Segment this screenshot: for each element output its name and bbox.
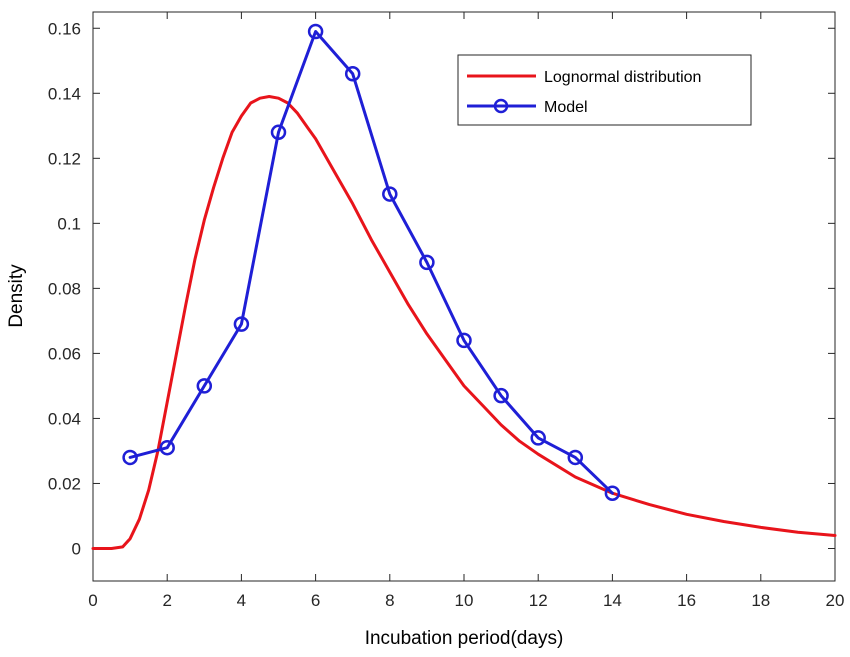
series-layer	[91, 23, 837, 550]
legend-marker-model	[493, 98, 509, 114]
model-point	[604, 485, 621, 501]
x-tick-label: 10	[455, 591, 474, 610]
model-point	[493, 387, 509, 404]
legend-label-lognormal: Lognormal distribution	[544, 69, 701, 86]
y-axis-title: Density	[6, 264, 27, 328]
y-tick-label: 0.12	[48, 149, 81, 168]
model-point	[567, 449, 584, 466]
y-tick-label: 0.02	[48, 474, 81, 493]
y-tick-label: 0.16	[48, 19, 81, 38]
model-point	[344, 66, 361, 82]
x-tick-label: 18	[751, 591, 770, 610]
y-tick-label: 0.06	[48, 344, 81, 363]
x-tick-label: 8	[385, 591, 394, 610]
y-tick-label: 0.08	[48, 279, 81, 298]
model-point	[196, 378, 213, 394]
model-point	[270, 124, 287, 141]
model-point	[233, 316, 250, 332]
model-point	[159, 439, 175, 456]
y-tick-label: 0	[72, 539, 81, 558]
model-point	[530, 430, 546, 446]
x-tick-label: 4	[237, 591, 246, 610]
lognormal-curve	[91, 95, 837, 550]
x-tick-label: 20	[826, 591, 845, 610]
x-axis-ticks: 0 2 4 6 8 10 12 14 16 18 20	[88, 12, 844, 610]
legend-label-model: Model	[544, 99, 588, 116]
model-line	[128, 30, 614, 495]
x-axis-title: Incubation period(days)	[365, 628, 564, 649]
y-tick-label: 0.1	[57, 214, 81, 233]
model-point	[122, 449, 138, 466]
model-point	[382, 186, 398, 202]
model-point	[456, 332, 472, 349]
x-tick-label: 16	[677, 591, 696, 610]
legend-box	[457, 54, 752, 126]
x-tick-label: 2	[162, 591, 171, 610]
model-point	[419, 254, 435, 271]
y-tick-label: 0.14	[48, 84, 81, 103]
y-tick-label: 0.04	[48, 409, 81, 428]
legend: Lognormal distribution Model	[457, 54, 752, 126]
y-axis-ticks: 0 0.02 0.04 0.06 0.08 0.1 0.12 0.14 0.16	[48, 19, 835, 558]
x-tick-label: 6	[311, 591, 320, 610]
x-tick-label: 0	[88, 591, 97, 610]
x-tick-label: 12	[529, 591, 548, 610]
model-point	[307, 23, 324, 40]
x-tick-label: 14	[603, 591, 622, 610]
